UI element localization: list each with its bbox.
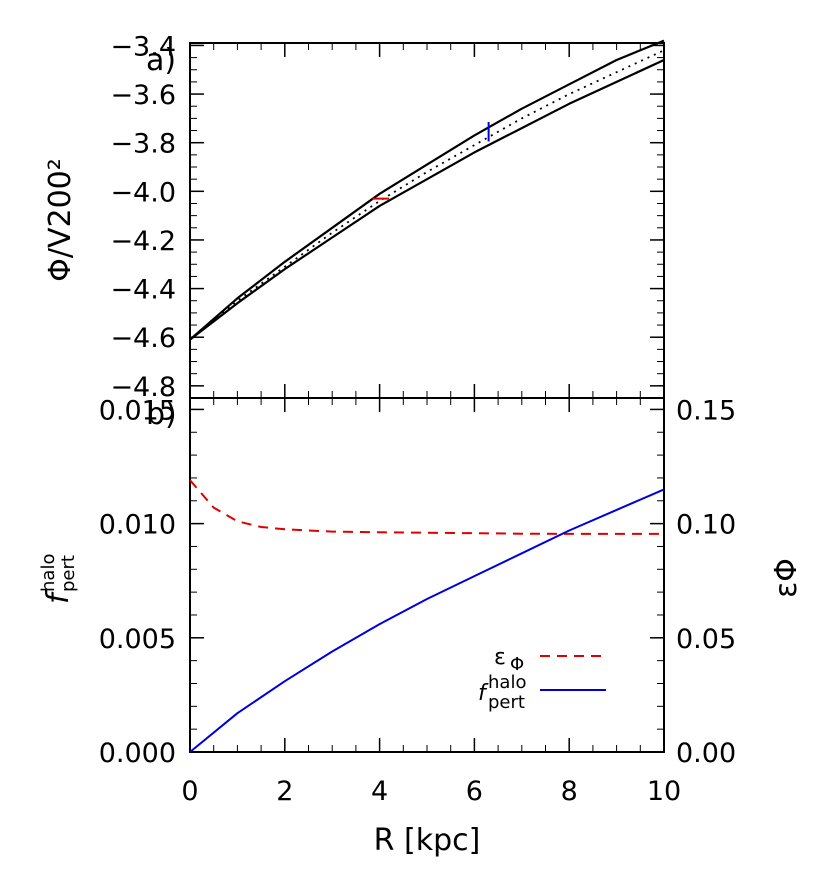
panel-a-series (189, 39, 665, 341)
panel-b-curve-0 (189, 479, 664, 535)
panel-a-frame (189, 42, 665, 399)
legend-fpert-label: f (478, 681, 489, 706)
panel-a-y-tick-labels: −3.4 −3.6 −3.8 −4.0 −4.2 −4.4 −4.6 −4.8 (110, 31, 176, 402)
x-axis-label: R [kpc] (374, 823, 481, 858)
x-tick-label: 0 (181, 776, 198, 807)
y-tick-label: −4.8 (110, 372, 176, 403)
legend-item-fpert: f halo pert (478, 672, 606, 713)
panel-b-frame (189, 397, 665, 753)
x-tick-label: 6 (466, 776, 483, 807)
panel-b-ticks (189, 398, 665, 753)
legend: ε Φ f halo pert (478, 645, 606, 713)
legend-fpert-sub: pert (488, 692, 525, 713)
left-axis-sup: halo (38, 554, 59, 592)
right-tick-label: 0.10 (676, 510, 736, 541)
x-tick-label: 10 (647, 776, 681, 807)
y-tick-label: −3.6 (110, 80, 176, 111)
panel-b-left-tick-labels: 0.000 0.005 0.010 0.015 (99, 395, 176, 769)
panel-b-label: b) (146, 397, 177, 432)
panel-a-curve-2 (189, 59, 665, 341)
panel-b-x-tick-labels: 0 2 4 6 8 10 (181, 776, 681, 807)
panel-b-curve-1 (189, 488, 665, 753)
right-tick-label: 0.15 (676, 395, 736, 426)
x-tick-label: 4 (371, 776, 388, 807)
left-tick-label: 0.005 (99, 624, 176, 655)
legend-epsilon-sub: Φ (510, 654, 524, 675)
right-tick-label: 0.05 (676, 624, 736, 655)
panel-a-markers (372, 122, 490, 200)
panel-a-curve-1 (189, 49, 665, 341)
panel-a-curve-0 (189, 39, 665, 341)
legend-fpert-sup: halo (488, 672, 526, 693)
y-tick-label: −4.2 (110, 226, 176, 257)
panel-b-left-axis-label: f halo pert (38, 554, 79, 604)
legend-epsilon-label: ε (494, 645, 506, 670)
legend-item-epsilon: ε Φ (494, 645, 606, 675)
panel-a-y-axis-label: Φ/V200² (43, 158, 78, 282)
left-tick-label: 0.010 (99, 510, 176, 541)
left-axis-sub: pert (58, 555, 79, 592)
y-tick-label: −3.4 (110, 31, 176, 62)
panel-b-series (189, 479, 665, 753)
left-tick-label: 0.000 (99, 738, 176, 769)
left-tick-label: 0.015 (99, 395, 176, 426)
panel-b: b) 0.000 0.005 0.010 0.015 0.00 0.05 0.10 0.15… (38, 395, 804, 858)
panel-a: a) −3.4 −3.6 −3.8 −4.0 −4.2 −4.4 −4.6 −4.8 Φ/V2… (43, 31, 665, 403)
panel-b-right-axis-label: εΦ (769, 558, 804, 598)
panel-a-ticks (189, 43, 665, 399)
y-tick-label: −4.6 (110, 323, 176, 354)
right-tick-label: 0.00 (676, 738, 736, 769)
x-tick-label: 2 (276, 776, 293, 807)
x-tick-label: 8 (561, 776, 578, 807)
y-tick-label: −3.8 (110, 129, 176, 160)
y-tick-label: −4.4 (110, 275, 176, 306)
panel-a-label: a) (146, 43, 176, 78)
y-tick-label: −4.0 (110, 177, 176, 208)
panel-b-right-tick-labels: 0.00 0.05 0.10 0.15 (676, 395, 736, 769)
